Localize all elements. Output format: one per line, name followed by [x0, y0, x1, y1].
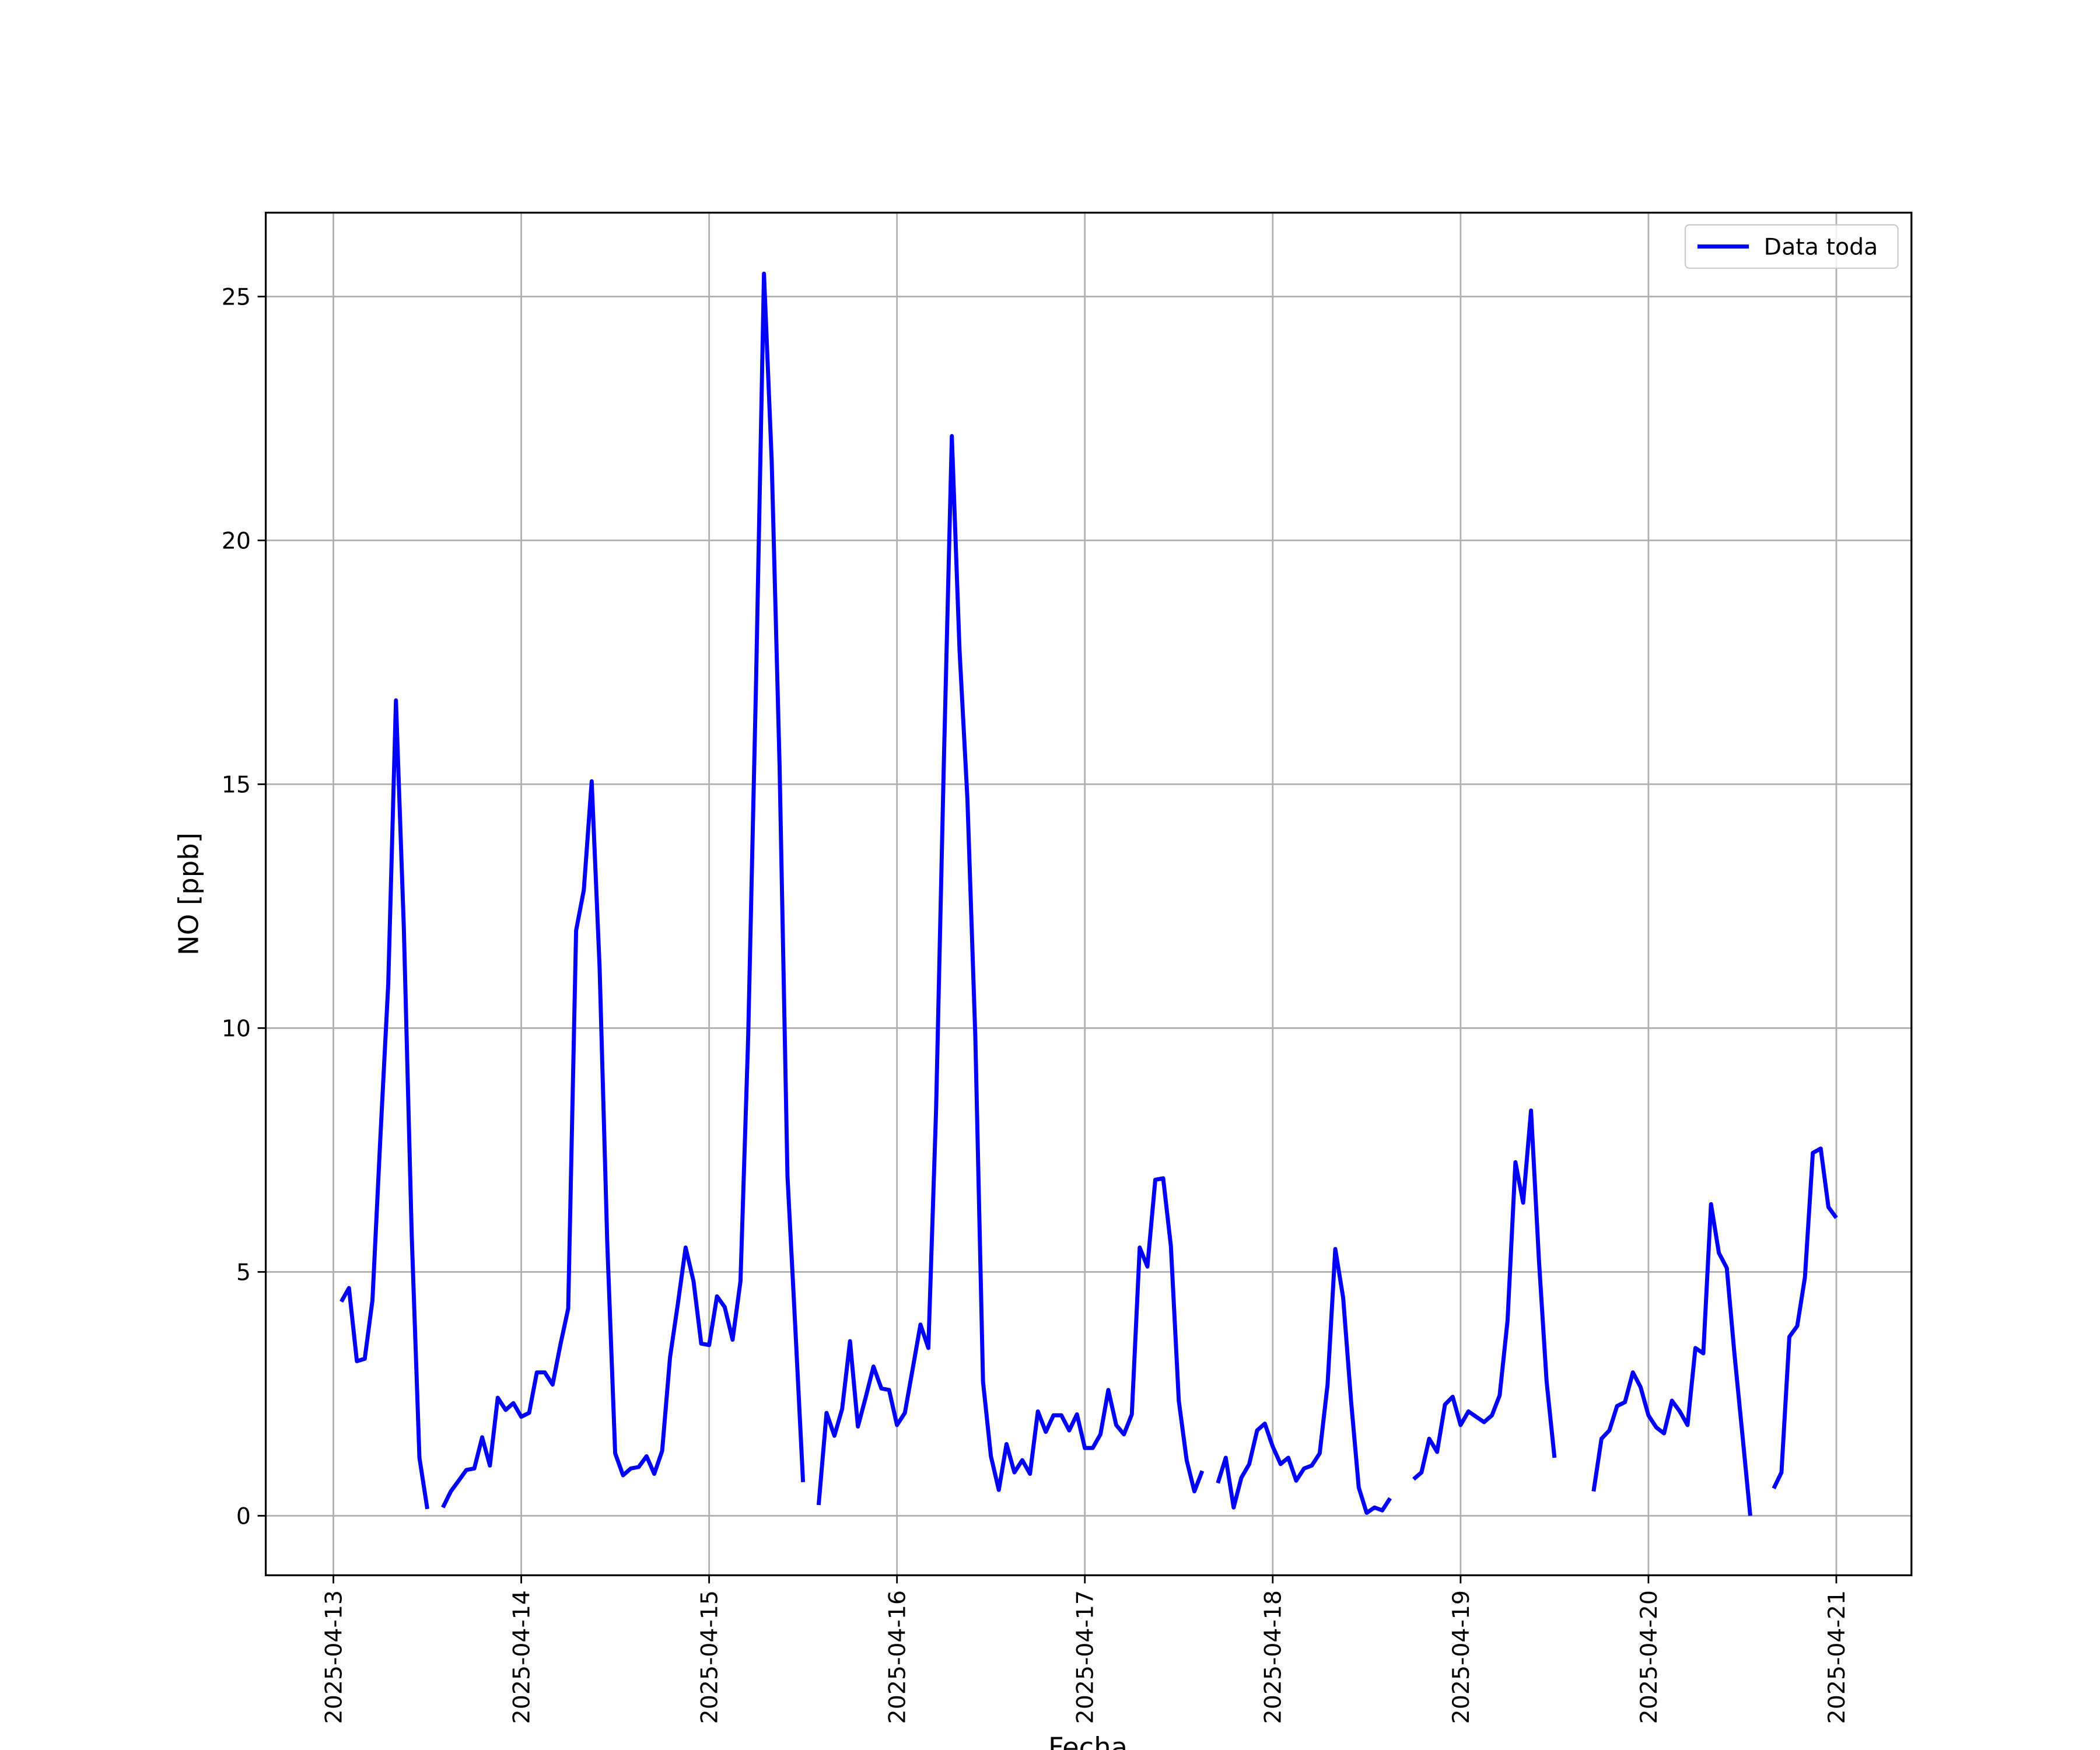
y-tick-label: 5 — [236, 1259, 251, 1286]
y-axis-label: NO [ppb] — [173, 832, 204, 956]
legend-label: Data toda — [1764, 234, 1878, 261]
x-tick-label: 2025-04-13 — [320, 1590, 347, 1724]
x-tick-label: 2025-04-19 — [1448, 1590, 1475, 1724]
y-tick-label: 20 — [222, 527, 251, 554]
y-tick-label: 10 — [222, 1015, 251, 1042]
x-axis-label: Fecha — [1048, 1732, 1128, 1750]
data-line — [340, 271, 1838, 1516]
x-tick-label: 2025-04-20 — [1636, 1590, 1662, 1724]
x-tick-label: 2025-04-18 — [1260, 1590, 1287, 1724]
x-tick-label: 2025-04-15 — [696, 1590, 723, 1724]
x-tick-label: 2025-04-16 — [884, 1590, 911, 1724]
x-tick-label: 2025-04-14 — [509, 1590, 536, 1724]
legend: Data toda — [1684, 224, 1899, 269]
x-tick-label: 2025-04-17 — [1072, 1590, 1099, 1724]
y-tick-label: 25 — [222, 284, 251, 310]
y-tick-label: 0 — [236, 1503, 251, 1530]
y-tick-label: 15 — [222, 771, 251, 798]
legend-box — [1684, 224, 1899, 269]
x-tick-label: 2025-04-21 — [1824, 1590, 1850, 1724]
plot-frame — [264, 211, 1913, 1577]
